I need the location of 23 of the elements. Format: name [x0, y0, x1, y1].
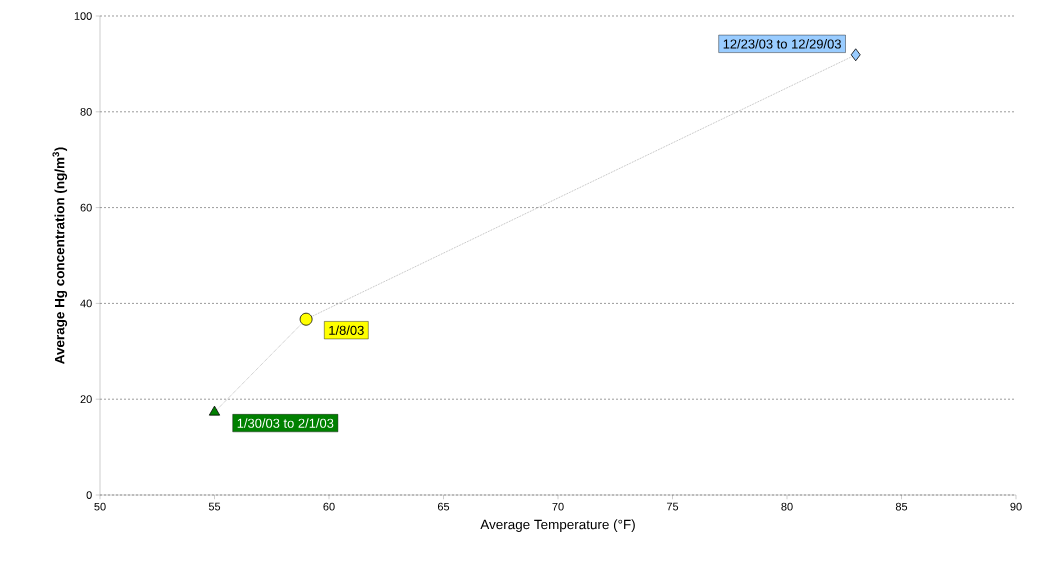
annotation: 1/30/03 to 2/1/03: [237, 418, 334, 428]
y-tick-label: 60: [80, 203, 92, 212]
point: [208, 405, 221, 416]
annotation: 12/23/03 to 12/29/03: [723, 39, 841, 49]
annotation: 1/8/03: [329, 325, 364, 335]
x-tick-label: 50: [94, 502, 106, 511]
y-tick-label: 20: [80, 395, 92, 404]
x-axis-title: Average Temperature (°F): [480, 519, 635, 532]
x-tick-label: 70: [552, 502, 564, 511]
y-tick-label: 40: [80, 299, 92, 308]
point: [850, 48, 861, 62]
x-tick-label: 85: [895, 502, 908, 511]
x-tick-label: 55: [208, 502, 221, 511]
y-tick-label: 100: [74, 12, 92, 20]
x-tick-label: 90: [1010, 502, 1022, 511]
x-tick-label: 65: [437, 502, 450, 511]
x-tick-label: 75: [666, 502, 679, 511]
y-axis-title: Average Hg concentration (ng/m$^{3}$): [52, 147, 68, 364]
x-tick-label: 80: [781, 502, 793, 511]
y-tick-label: 80: [80, 107, 92, 116]
point: [299, 312, 313, 326]
x-tick-label: 60: [323, 502, 335, 511]
y-tick-label: 0: [86, 491, 92, 499]
